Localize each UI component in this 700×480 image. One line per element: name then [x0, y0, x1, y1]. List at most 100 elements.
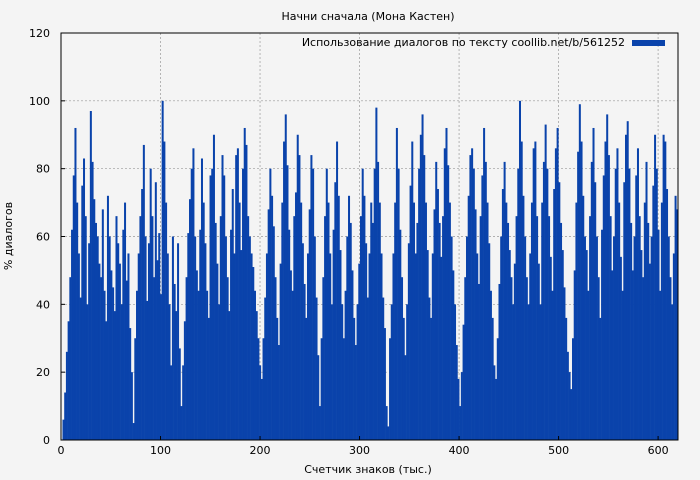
bar	[74, 127, 77, 440]
bar	[118, 263, 121, 440]
bar	[341, 304, 344, 440]
bar	[527, 304, 530, 440]
bar	[124, 202, 127, 440]
bar	[515, 216, 518, 440]
bar	[206, 290, 209, 440]
x-tick-label: 100	[150, 444, 171, 457]
bar	[599, 317, 602, 440]
bar	[597, 277, 600, 440]
bar	[177, 243, 180, 440]
bar	[296, 134, 299, 440]
bar	[662, 134, 665, 440]
bar	[344, 290, 347, 440]
bar	[236, 148, 239, 440]
bar	[250, 253, 253, 440]
bar	[94, 222, 97, 440]
bar	[156, 260, 159, 440]
bar	[173, 283, 176, 440]
bar	[563, 287, 566, 441]
bar	[283, 141, 286, 440]
bar	[512, 304, 515, 440]
bar	[611, 270, 614, 440]
y-tick-label: 0	[43, 434, 50, 447]
bar	[327, 202, 330, 440]
bar	[435, 161, 438, 440]
bar	[445, 127, 448, 440]
bar	[643, 202, 646, 440]
bar	[284, 114, 287, 441]
bar	[392, 253, 395, 440]
bar	[484, 161, 487, 440]
bar	[582, 195, 585, 440]
x-axis-label: Счетчик знаков (тыс.)	[304, 463, 432, 476]
bar	[520, 141, 523, 440]
bar	[286, 165, 289, 440]
bar	[200, 158, 203, 441]
bar	[223, 175, 226, 440]
bar	[257, 338, 260, 440]
bar	[389, 338, 392, 440]
bar	[67, 321, 70, 440]
bar	[105, 321, 108, 440]
bar	[147, 243, 150, 440]
bar	[267, 209, 270, 440]
bar	[91, 161, 94, 440]
bar	[204, 243, 207, 440]
bar	[633, 236, 636, 440]
bar	[265, 253, 268, 440]
bar	[568, 372, 571, 440]
bar	[560, 222, 563, 440]
bar	[628, 168, 631, 441]
bar	[274, 277, 277, 440]
bar	[96, 236, 99, 440]
bar	[631, 270, 634, 440]
bar	[517, 168, 520, 441]
bar	[71, 229, 74, 440]
bar	[132, 423, 135, 440]
bar	[616, 148, 619, 440]
bar	[375, 107, 378, 441]
bar	[329, 253, 332, 440]
bar	[146, 300, 149, 440]
bar	[353, 317, 356, 440]
bar	[606, 114, 609, 441]
bar	[199, 229, 202, 440]
bar	[300, 202, 303, 440]
bar	[401, 277, 404, 440]
bar	[170, 365, 173, 440]
bar	[416, 222, 419, 440]
bar	[224, 236, 227, 440]
bar	[245, 144, 248, 440]
bar	[495, 378, 498, 440]
bar	[572, 338, 575, 440]
bar	[281, 202, 284, 440]
bar	[554, 148, 557, 440]
bar	[187, 233, 190, 440]
bar	[112, 287, 115, 441]
bar	[101, 209, 104, 440]
bar	[601, 229, 604, 440]
bar	[76, 202, 79, 440]
bar	[549, 256, 552, 440]
bar	[166, 253, 169, 440]
bar	[457, 378, 460, 440]
y-tick-label: 100	[29, 95, 50, 108]
bar	[544, 124, 547, 440]
bar	[368, 253, 371, 440]
bar	[433, 209, 436, 440]
bar	[79, 297, 82, 440]
bar	[271, 195, 274, 440]
bar	[380, 253, 383, 440]
bar	[489, 290, 492, 440]
bar	[235, 155, 238, 440]
bar	[358, 263, 361, 440]
bar	[221, 155, 224, 440]
bar	[202, 202, 205, 440]
bar	[351, 270, 354, 440]
bar	[462, 324, 465, 440]
bar	[163, 141, 166, 440]
bar	[595, 236, 598, 440]
bar-series	[62, 100, 679, 441]
bar	[313, 236, 316, 440]
bar	[142, 144, 145, 440]
